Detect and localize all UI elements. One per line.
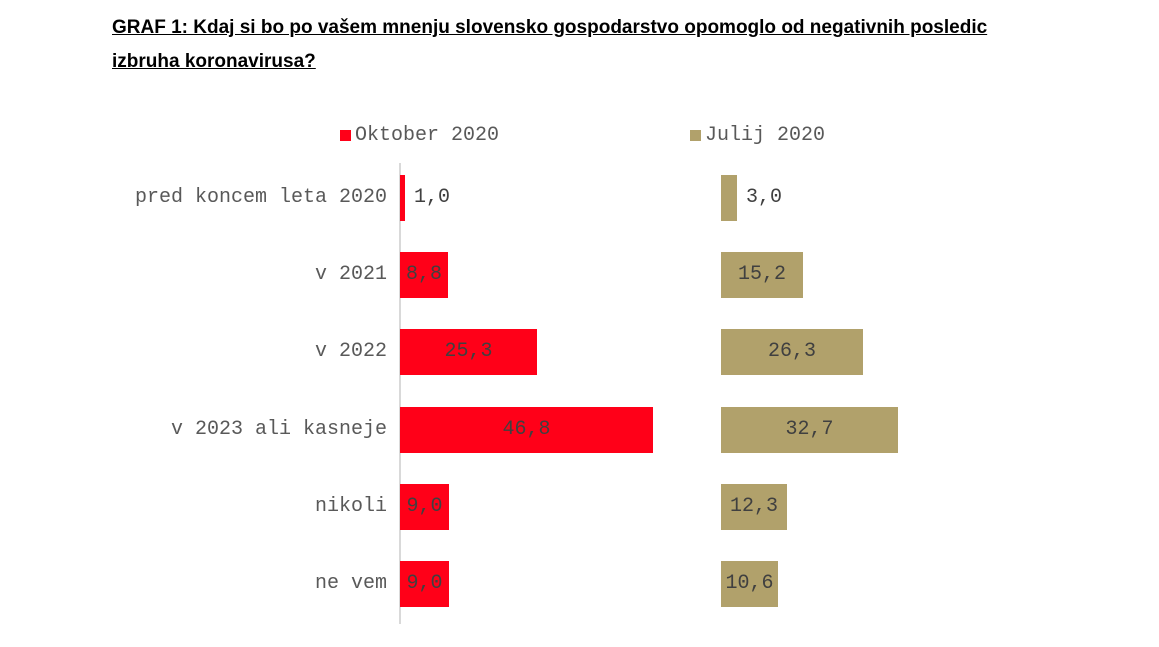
value-label: 46,8 [502, 418, 551, 441]
value-label: 12,3 [729, 495, 778, 518]
bar-oktober: 9,0 [400, 484, 449, 530]
legend-label-julij-2020: Julij 2020 [705, 123, 826, 147]
legend-swatch-julij-icon [690, 129, 701, 141]
value-label: 1,0 [414, 186, 451, 209]
bar-oktober: 9,0 [400, 561, 449, 607]
legend-label-oktober-2020: Oktober 2020 [355, 123, 500, 147]
category-label: nikoli [314, 495, 387, 518]
value-label: 10,6 [725, 572, 774, 595]
value-label: 8,8 [405, 263, 442, 286]
bar-julij [721, 175, 737, 221]
bar-oktober: 25,3 [400, 329, 537, 375]
category-label: v 2023 ali kasneje [170, 418, 387, 441]
category-label: pred koncem leta 2020 [134, 186, 387, 209]
value-label: 15,2 [737, 263, 786, 286]
legend-item-oktober-2020: Oktober 2020 [340, 122, 499, 148]
bar-julij: 15,2 [721, 252, 803, 298]
value-label: 25,3 [444, 340, 493, 363]
value-label: 3,0 [746, 186, 783, 209]
value-label: 9,0 [406, 495, 443, 518]
bar-julij: 26,3 [721, 329, 863, 375]
bar-oktober [400, 175, 405, 221]
bar-julij: 10,6 [721, 561, 778, 607]
value-label: 9,0 [406, 572, 443, 595]
bar-oktober: 46,8 [400, 407, 653, 453]
y-axis-line [399, 163, 401, 624]
bar-julij: 12,3 [721, 484, 787, 530]
value-label: 26,3 [767, 340, 816, 363]
value-label: 32,7 [785, 418, 834, 441]
chart-title: GRAF 1: Kdaj si bo po vašem mnenju slove… [112, 17, 988, 72]
legend-item-julij-2020: Julij 2020 [690, 122, 825, 148]
category-label: v 2021 [314, 263, 387, 286]
bar-julij: 32,7 [721, 407, 898, 453]
bar-oktober: 8,8 [400, 252, 448, 298]
legend-swatch-oktober-icon [340, 129, 351, 141]
category-label: ne vem [314, 572, 387, 595]
category-label: v 2022 [314, 340, 387, 363]
